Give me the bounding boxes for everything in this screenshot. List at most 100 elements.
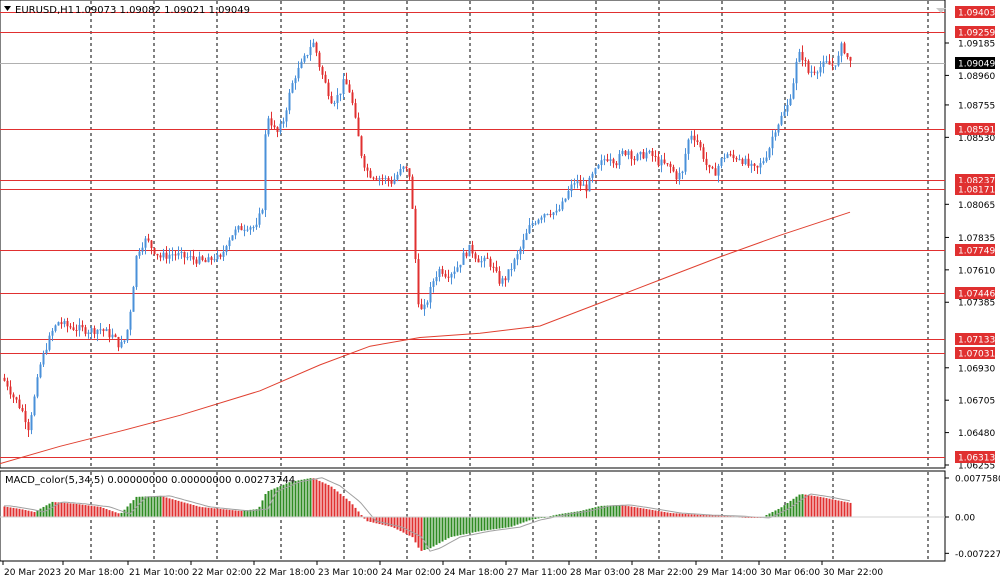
macd-bar xyxy=(579,510,582,517)
macd-bar xyxy=(345,498,348,517)
macd-bar xyxy=(429,517,432,549)
candle-body xyxy=(696,140,699,143)
candle-body xyxy=(435,277,438,282)
macd-bar xyxy=(225,509,228,517)
macd-bar xyxy=(318,480,321,517)
macd-bar xyxy=(669,512,672,517)
macd-bar xyxy=(726,515,729,517)
candle-body xyxy=(381,178,384,180)
macd-bar xyxy=(90,505,93,517)
time-tick-label: 20 Mar 2023 xyxy=(4,568,61,578)
macd-bar xyxy=(648,509,651,517)
macd-bar xyxy=(792,498,795,517)
candle-body xyxy=(348,84,351,93)
candle-body xyxy=(525,233,528,240)
macd-bar xyxy=(687,514,690,517)
candle-body xyxy=(270,118,273,126)
macd-bar xyxy=(165,497,168,517)
candle-body xyxy=(351,92,354,104)
macd-bar xyxy=(6,506,9,517)
candle-body xyxy=(189,256,192,258)
macd-bar xyxy=(798,494,801,517)
candle-body xyxy=(711,167,714,169)
macd-bar xyxy=(717,515,720,517)
macd-bar xyxy=(117,513,120,517)
price-axis[interactable]: 1.09185 1.08960 1.08755 1.08530 1.08065 1.078… xyxy=(945,6,995,472)
candle-body xyxy=(732,154,735,159)
macd-bar xyxy=(174,500,177,517)
price-tick-label: 1.07835 xyxy=(958,234,995,244)
level-price-label: 1.09259 xyxy=(958,29,995,39)
candle-body xyxy=(375,178,378,180)
candle-body xyxy=(528,225,531,234)
candle-body xyxy=(114,334,117,338)
time-tick-label: 22 Mar 02:00 xyxy=(192,568,252,578)
candle-body xyxy=(756,165,759,168)
macd-bar xyxy=(252,509,255,517)
candle-body xyxy=(750,163,753,166)
candle-body xyxy=(516,254,519,260)
candle-body xyxy=(273,125,276,128)
macd-bar xyxy=(24,510,27,517)
macd-bar xyxy=(309,478,312,517)
candle-body xyxy=(690,135,693,140)
candle-body xyxy=(204,259,207,263)
macd-bar xyxy=(522,517,525,523)
candle-body xyxy=(171,254,174,256)
candle-body xyxy=(3,377,6,381)
candle-body xyxy=(195,259,198,264)
macd-bar xyxy=(504,517,507,528)
dropdown-triangle-icon[interactable] xyxy=(4,6,11,11)
candle-body xyxy=(135,255,138,288)
macd-tick-label: 0.00 xyxy=(955,514,975,524)
candle-body xyxy=(630,151,633,159)
macd-bar xyxy=(375,517,378,524)
macd-bar xyxy=(138,496,141,517)
macd-bar xyxy=(624,505,627,517)
macd-bar xyxy=(621,505,624,517)
macd-bar xyxy=(663,511,666,517)
macd-bar xyxy=(390,517,393,527)
candle-body xyxy=(741,159,744,164)
macd-bar xyxy=(600,505,603,517)
macd-bar xyxy=(21,509,24,517)
macd-bar xyxy=(699,514,702,517)
macd-bar xyxy=(294,480,297,517)
candle-body xyxy=(579,181,582,186)
macd-bar xyxy=(576,511,579,517)
macd-axis[interactable]: 0.0077580 0.00 -0.0072270 xyxy=(945,475,1000,560)
macd-bar xyxy=(168,498,171,517)
time-axis[interactable]: 20 Mar 2023 20 Mar 18:00 21 Mar 10:00 22 Ma… xyxy=(2,561,883,578)
time-tick-label: 23 Mar 10:00 xyxy=(318,568,378,578)
symbol-label: EURUSD,H1 xyxy=(15,5,74,16)
macd-bar xyxy=(369,517,372,522)
macd-bar xyxy=(588,508,591,517)
candle-body xyxy=(24,410,27,423)
candle-body xyxy=(186,257,189,259)
macd-bar xyxy=(606,505,609,517)
macd-bar xyxy=(642,508,645,517)
macd-bar xyxy=(162,496,165,517)
candle-body xyxy=(714,168,717,176)
candle-body xyxy=(18,399,21,408)
macd-bar xyxy=(114,512,117,517)
price-pane[interactable] xyxy=(0,0,946,469)
macd-bar xyxy=(156,496,159,517)
macd-bar xyxy=(372,517,375,523)
scroll-marker-icon[interactable] xyxy=(936,8,946,13)
candle-body xyxy=(540,217,543,220)
macd-bar xyxy=(720,515,723,517)
macd-bar xyxy=(795,496,798,517)
candle-body xyxy=(54,325,57,331)
candle-body xyxy=(357,117,360,137)
horizontal-level-lines[interactable] xyxy=(0,12,945,458)
macd-bar xyxy=(489,517,492,530)
candle-body xyxy=(735,158,738,160)
candle-body xyxy=(777,124,780,133)
candle-body xyxy=(747,158,750,166)
macd-bar xyxy=(213,508,216,517)
macd-bar xyxy=(837,500,840,517)
macd-bar xyxy=(555,514,558,517)
macd-bar xyxy=(387,517,390,527)
